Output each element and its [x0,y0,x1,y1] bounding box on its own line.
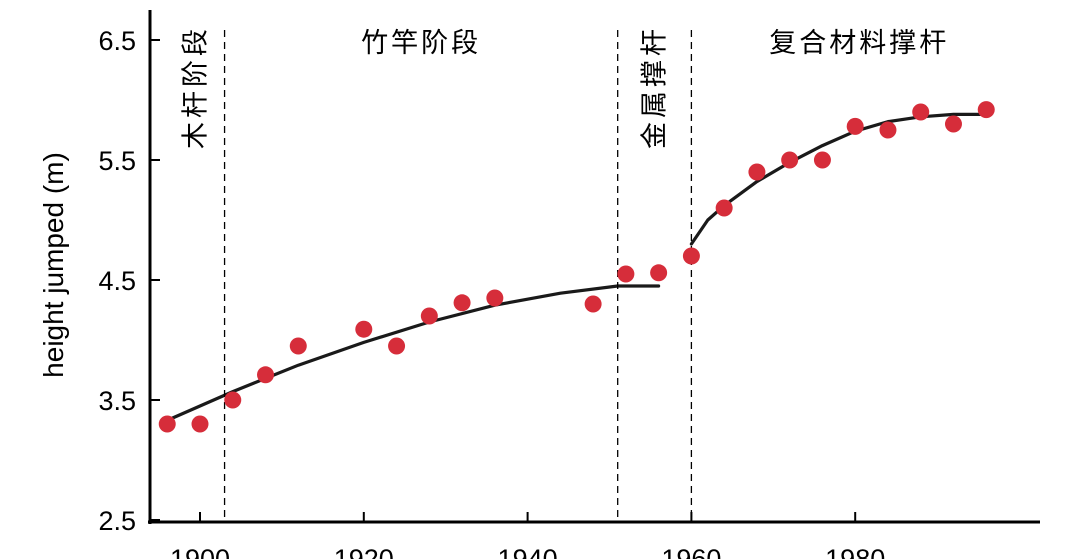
trend-line [165,284,620,422]
y-tick-label: 4.5 [98,266,136,296]
data-point [191,415,209,433]
trend-lines [165,112,988,422]
data-point [977,101,995,119]
data-point [617,265,635,283]
era-label: 木杆阶段 [180,25,211,149]
data-point [486,289,504,307]
era-labels: 木杆阶段 竹竿阶段 金属撑杆 复合材料撑杆 [180,25,949,149]
x-ticks: 1900 1920 1940 1960 1980 [170,512,885,559]
y-tick-label: 2.5 [98,506,136,536]
data-point [158,415,176,433]
data-point [584,295,602,313]
data-point [912,103,930,121]
axes [148,10,1040,524]
x-tick-label: 1960 [661,544,721,559]
y-axis-title: height jumped (m) [38,152,69,378]
era-label: 金属撑杆 [640,25,671,149]
data-point [388,337,406,355]
y-ticks: 2.5 3.5 4.5 5.5 6.5 [98,26,160,536]
era-label: 竹竿阶段 [361,28,481,59]
data-point [879,121,897,139]
data-point [650,264,668,282]
data-point [420,307,438,325]
data-point [453,294,471,312]
x-tick-label: 1920 [334,544,394,559]
data-point [781,151,799,169]
x-tick-label: 1940 [498,544,558,559]
x-tick-label: 1900 [170,544,230,559]
x-tick-label: 1980 [825,544,885,559]
y-tick-label: 6.5 [98,26,136,56]
data-point [289,337,307,355]
data-point [813,151,831,169]
data-point [355,320,373,338]
era-label: 复合材料撑杆 [769,28,949,59]
y-tick-label: 5.5 [98,146,136,176]
data-point [944,115,962,133]
data-point [257,366,275,384]
data-point [748,163,766,181]
data-point [715,199,733,217]
data-point [224,391,242,409]
y-tick-label: 3.5 [98,386,136,416]
data-point [846,117,864,135]
data-points [158,101,995,433]
trend-line [689,112,988,246]
data-point [682,247,700,265]
